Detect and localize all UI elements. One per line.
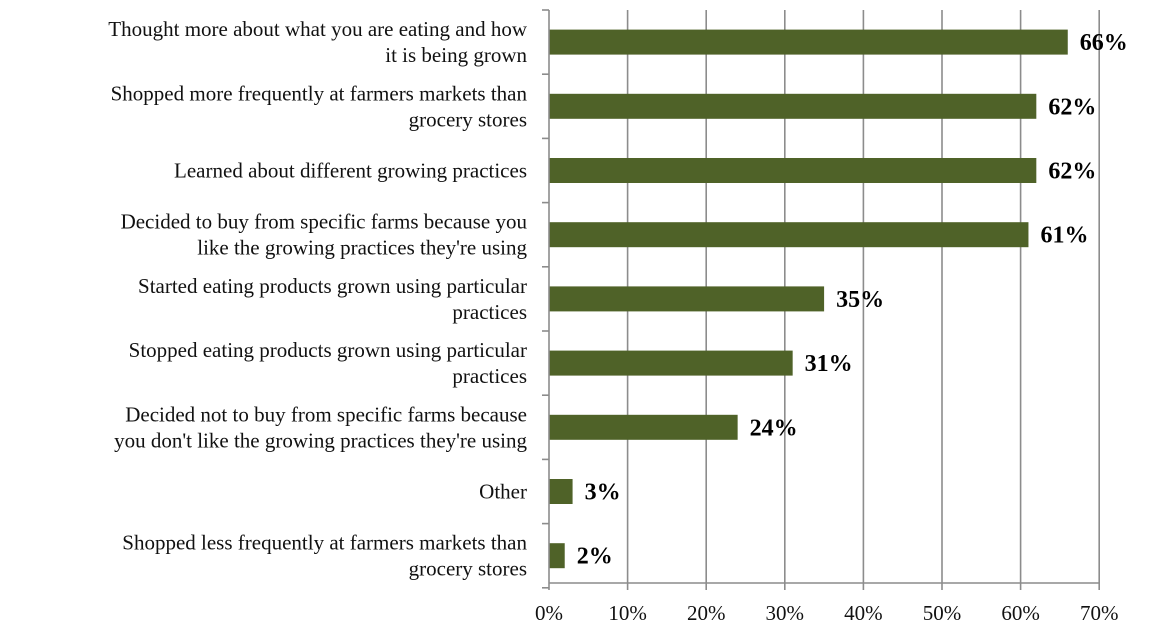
data-label: 24% xyxy=(750,415,798,441)
bar xyxy=(549,158,1037,183)
category-label: Learned about different growing practice… xyxy=(174,159,527,183)
category-label-line: it is being grown xyxy=(385,43,527,67)
category-label-line: practices xyxy=(452,364,527,388)
category-label-line: Shopped more frequently at farmers marke… xyxy=(111,81,528,105)
x-tick-label: 50% xyxy=(923,601,962,625)
category-label: Shopped more frequently at farmers marke… xyxy=(111,81,528,131)
bar xyxy=(549,350,793,376)
bar xyxy=(549,29,1068,55)
data-label: 31% xyxy=(805,351,853,377)
category-label-line: Other xyxy=(479,480,527,504)
category-label: Decided to buy from specific farms becau… xyxy=(121,210,528,260)
category-label-line: Thought more about what you are eating a… xyxy=(108,17,528,41)
data-label: 3% xyxy=(585,480,621,506)
axes xyxy=(542,9,1100,590)
category-label-line: you don't like the growing practices the… xyxy=(114,428,527,452)
bar xyxy=(549,93,1037,119)
x-tick-label: 0% xyxy=(535,601,563,625)
data-label: 62% xyxy=(1048,159,1096,185)
x-tick-label: 30% xyxy=(766,601,805,625)
bar xyxy=(549,414,738,440)
data-label: 62% xyxy=(1048,94,1096,120)
category-label-line: Started eating products grown using part… xyxy=(138,274,527,298)
x-tick-label: 40% xyxy=(844,601,883,625)
category-label-line: Decided to buy from specific farms becau… xyxy=(121,210,528,234)
category-label-line: grocery stores xyxy=(409,107,527,131)
x-tick-label: 10% xyxy=(608,601,647,625)
bar xyxy=(549,543,565,569)
x-tick-label: 60% xyxy=(1001,601,1040,625)
x-tick-label: 20% xyxy=(687,601,726,625)
category-label-line: practices xyxy=(452,300,527,324)
category-label: Shopped less frequently at farmers marke… xyxy=(122,531,527,581)
category-label: Started eating products grown using part… xyxy=(138,274,527,324)
category-label-line: grocery stores xyxy=(409,557,527,581)
data-label: 35% xyxy=(836,287,884,313)
category-label-line: Shopped less frequently at farmers marke… xyxy=(122,531,527,555)
bar xyxy=(549,479,573,504)
category-label: Decided not to buy from specific farms b… xyxy=(114,402,527,452)
bars xyxy=(549,29,1068,569)
bar xyxy=(549,222,1029,248)
data-label: 61% xyxy=(1040,223,1088,249)
data-label: 66% xyxy=(1080,30,1128,56)
category-label-line: Stopped eating products grown using part… xyxy=(129,338,527,362)
labels: 0% 10% 20% 30% 40% 50% 60% 70% 66% Thought more a… xyxy=(108,17,1127,625)
category-label: Thought more about what you are eating a… xyxy=(108,17,528,67)
category-label-line: Learned about different growing practice… xyxy=(174,159,527,183)
category-label-line: like the growing practices they're using xyxy=(197,236,527,260)
category-label: Stopped eating products grown using part… xyxy=(129,338,527,388)
x-tick-label: 70% xyxy=(1080,601,1119,625)
data-label: 2% xyxy=(577,544,613,570)
category-label-line: Decided not to buy from specific farms b… xyxy=(125,402,527,426)
category-label: Other xyxy=(479,480,527,504)
bar xyxy=(549,286,825,312)
